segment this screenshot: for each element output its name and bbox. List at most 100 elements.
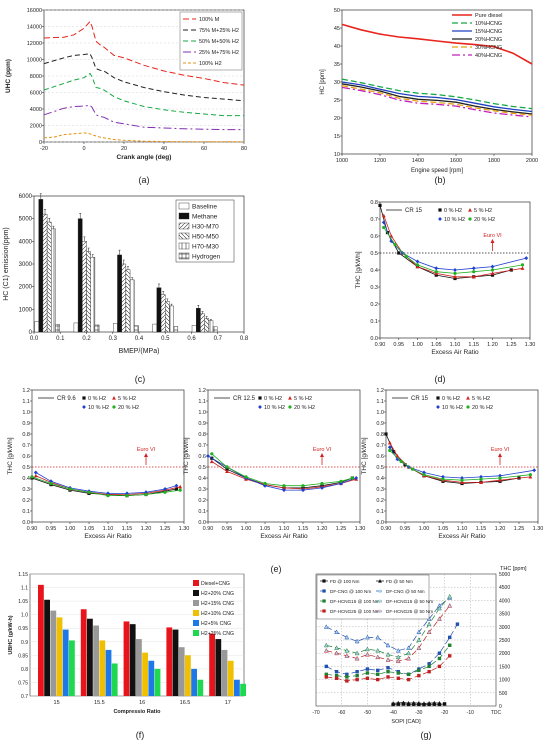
data-point: [324, 672, 328, 677]
y-tick-label: 45: [334, 26, 340, 32]
data-point: [33, 473, 38, 478]
series-line-2: [43, 72, 244, 117]
data-point: [416, 629, 422, 635]
data-point: [437, 664, 442, 669]
bar: [204, 318, 210, 333]
data-point: [334, 673, 339, 678]
y-tick-label: 0.0: [370, 336, 378, 342]
x-tick-label: 1.10: [279, 526, 290, 532]
y-tick-label: 1.0: [376, 410, 384, 416]
x-tick-label: 1.30: [533, 526, 544, 532]
data-point: [479, 477, 483, 481]
series-line-5: [341, 86, 533, 118]
legend-entry: 10 % H2: [88, 405, 109, 411]
legend-entry: 10 % H2: [444, 217, 465, 223]
data-point: [406, 655, 411, 661]
bar: [160, 294, 166, 333]
data-point: [422, 473, 426, 477]
legend-swatch: [178, 252, 190, 260]
x-tick-label: 40: [161, 146, 167, 152]
data-point: [209, 459, 214, 464]
x-tick-label: 1.05: [260, 526, 271, 532]
y-tick-label: 0.6: [22, 454, 30, 460]
y-tick-label: 1.05: [18, 599, 28, 605]
data-point: [375, 654, 381, 660]
data-point: [323, 624, 329, 629]
data-point: [365, 646, 370, 652]
data-point: [490, 271, 495, 275]
data-point: [178, 488, 182, 492]
legend-entry: Hydrogen: [192, 254, 221, 261]
legend-entry: H2+5% CNG: [201, 621, 231, 627]
threshold-label: Euro VI: [483, 233, 502, 239]
y-tick-label: 0.6: [198, 454, 206, 460]
y-tick-label: 10000: [27, 58, 42, 64]
y-axis-label: THC [g/kWh]: [183, 437, 190, 474]
data-point: [381, 220, 386, 225]
y-tick-label: 35: [334, 62, 340, 68]
y-tick-label: 6000: [19, 194, 33, 200]
y-tick-label: 500: [499, 691, 508, 697]
y-tick-label: 3000: [19, 262, 33, 268]
x-tick-label: 1800: [488, 158, 500, 164]
bar: [152, 323, 158, 333]
data-point: [393, 242, 397, 247]
legend-entry: FD @ 50 Nm: [386, 579, 413, 584]
data-point: [344, 634, 350, 640]
data-point: [498, 476, 502, 480]
chart-f: 0.7 0.75 0.8 0.85 0.9 0.95 1.0 1.05 1.1 1.15 15 15.…: [8, 572, 246, 740]
y-tick-label: 0.3: [22, 487, 30, 493]
x-tick-label: 0.90: [381, 526, 392, 532]
data-point: [386, 669, 390, 674]
data-point: [210, 452, 214, 456]
y-tick-label: 1.2: [198, 388, 206, 394]
bar: [169, 305, 174, 333]
x-tick-label: 1.20: [141, 526, 152, 532]
legend-entry: 10 % H2: [264, 405, 285, 411]
data-point: [225, 469, 229, 473]
x-tick-label: 1.05: [431, 342, 442, 348]
bar: [123, 621, 130, 696]
x-tick-label: 1.20: [317, 526, 328, 532]
data-point: [453, 268, 457, 272]
legend-entry: DF-HCNG25 @ 50 Nm: [386, 609, 433, 614]
data-point: [345, 672, 349, 677]
y-tick-label: 3000: [499, 625, 510, 631]
x-tick-label: -10: [467, 710, 474, 716]
y-tick-label: 1.1: [198, 399, 206, 405]
data-point: [427, 662, 431, 666]
bar: [38, 199, 44, 333]
legend-entry: Baseline: [192, 204, 217, 211]
y-axis-label: UBHC (g/kW-h): [8, 615, 14, 654]
legend-swatch: [178, 202, 190, 210]
y-tick-label: 0.3: [198, 487, 206, 493]
legend-swatch: [178, 232, 190, 240]
y-tick-label: 5000: [499, 572, 510, 578]
data-point: [406, 645, 411, 650]
panel-label: (d): [435, 374, 446, 384]
y-tick-label: 4000: [30, 107, 42, 113]
data-point: [334, 650, 339, 656]
legend: FD @ 100 Nm FD @ 50 Nm DF-CNG @ 100 Nm DF-C…: [316, 574, 433, 620]
data-point: [397, 251, 401, 255]
data-point: [434, 266, 439, 271]
y-tick-label: 8000: [30, 74, 42, 80]
legend-entry: DF-HCNG25 @ 100 Nm: [330, 609, 380, 614]
data-point: [392, 450, 396, 454]
bar: [93, 625, 99, 696]
legend: Pure diesel 10%HCNG 15%HCNG 20%HCNG 30%HCNG 4…: [452, 13, 503, 59]
data-point: [350, 476, 354, 480]
x-tick-label: 15: [54, 700, 60, 706]
panel-label: (b): [435, 175, 446, 185]
y-tick-label: 0.4: [376, 476, 384, 482]
chart-title: CR 9.6: [57, 396, 76, 402]
data-point: [447, 593, 453, 599]
x-tick-label: 1200: [374, 158, 386, 164]
x-tick-label: 1.25: [506, 342, 517, 348]
x-tick-label: -30: [415, 710, 422, 716]
bar: [191, 325, 197, 333]
x-tick-label: 60: [201, 146, 207, 152]
legend-marker: [322, 589, 326, 593]
data-point: [524, 256, 529, 261]
